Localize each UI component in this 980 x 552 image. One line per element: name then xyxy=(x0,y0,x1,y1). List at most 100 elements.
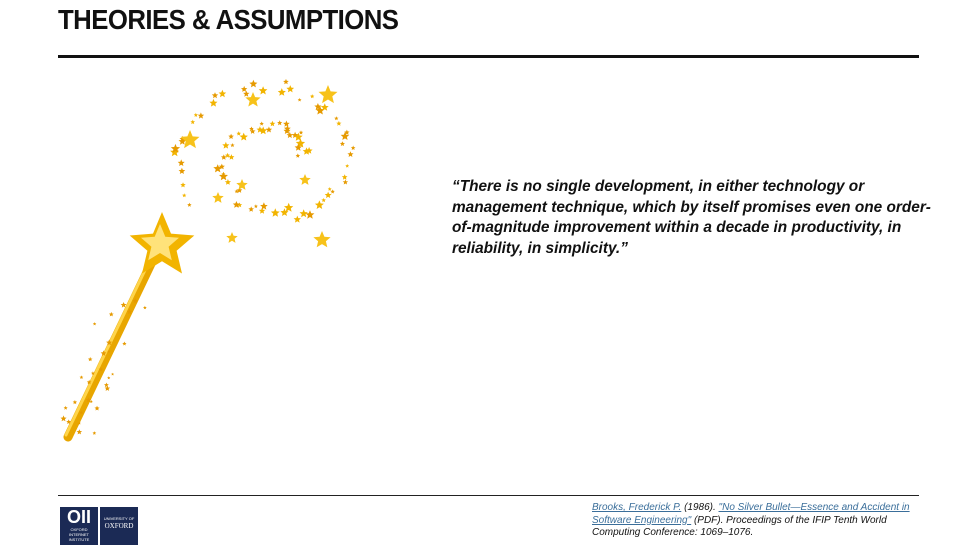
sparkle xyxy=(222,141,230,149)
sparkle xyxy=(330,189,335,194)
quote: “There is no single development, in eith… xyxy=(452,178,931,257)
author-link[interactable]: Brooks, Frederick P. xyxy=(592,502,682,513)
big-sparkle xyxy=(226,232,238,243)
sparkle xyxy=(79,375,84,379)
sparkle xyxy=(209,98,218,107)
sparkle xyxy=(104,382,109,388)
sparkle xyxy=(106,339,113,346)
sparkle xyxy=(72,400,78,405)
title-rule xyxy=(58,55,919,58)
sparkle xyxy=(170,147,180,157)
sparkle xyxy=(87,356,93,362)
big-sparkle xyxy=(236,179,248,190)
sparkle xyxy=(314,200,324,209)
wand-highlight xyxy=(64,241,160,437)
sparkle xyxy=(91,371,95,375)
sparkle xyxy=(79,410,84,415)
sparkle xyxy=(277,120,283,126)
sparkle xyxy=(111,372,115,376)
sparkle xyxy=(327,187,332,191)
sparkle xyxy=(249,79,258,88)
sparkle xyxy=(243,90,250,97)
sparkle xyxy=(295,153,301,158)
sparkle xyxy=(63,405,68,410)
sparkle xyxy=(104,385,111,391)
sparkle xyxy=(270,208,280,217)
sparkle xyxy=(100,350,107,356)
sparkle xyxy=(344,129,350,135)
sparkle xyxy=(236,131,241,136)
sparkle xyxy=(280,208,289,216)
sparkle xyxy=(178,167,186,174)
sparkle xyxy=(258,207,266,214)
sparkle xyxy=(92,322,97,326)
sparkle xyxy=(339,141,345,146)
sparkle xyxy=(269,120,276,127)
sparkle xyxy=(182,193,187,198)
sparkle xyxy=(324,191,332,199)
sparkle xyxy=(179,135,186,142)
sparkle xyxy=(60,415,67,422)
footer-rule xyxy=(58,495,919,496)
sparkle xyxy=(193,112,198,117)
oii-logo: OII OXFORD INTERNET INSTITUTE xyxy=(60,507,98,545)
sparkle xyxy=(236,187,243,193)
sparkle xyxy=(310,94,315,99)
sparkle xyxy=(89,399,93,403)
sparkle xyxy=(336,120,342,126)
sparkle xyxy=(259,121,264,126)
sparkle xyxy=(347,151,354,157)
big-sparkle xyxy=(299,174,311,185)
oii-mark: OII xyxy=(66,507,91,527)
big-sparkle xyxy=(245,92,261,107)
sparkle xyxy=(294,143,302,151)
sparkle xyxy=(213,164,222,173)
sparkle xyxy=(342,179,349,185)
sparkle xyxy=(190,119,196,125)
sparkle xyxy=(211,92,219,99)
sparkle xyxy=(321,197,326,203)
sparkle xyxy=(178,137,187,145)
sparkle xyxy=(77,421,81,425)
oxford-top: UNIVERSITY OF xyxy=(103,516,135,521)
sparkle xyxy=(249,128,256,134)
wand-star-shine xyxy=(141,224,179,261)
sparkle xyxy=(120,302,127,308)
sparkle xyxy=(341,174,348,180)
sparkle xyxy=(259,126,268,135)
sparkle xyxy=(295,138,306,148)
sparkle xyxy=(340,131,350,140)
sparkle xyxy=(143,305,147,310)
sparkle xyxy=(228,154,235,160)
year: (1986). xyxy=(684,502,716,513)
sparkle xyxy=(297,97,302,102)
sparkle xyxy=(107,376,111,380)
slide-title: THEORIES & ASSUMPTIONS xyxy=(58,4,399,35)
big-sparkle xyxy=(318,85,338,104)
sparkle xyxy=(277,88,286,96)
sparkle xyxy=(283,120,290,127)
title-link[interactable]: "No Silver Bullet—Essence and Accident i… xyxy=(592,502,910,526)
sparkle xyxy=(228,133,234,139)
sparkle xyxy=(230,143,235,148)
wand-stick xyxy=(63,240,165,442)
sparkle xyxy=(218,89,227,98)
sparkle xyxy=(197,112,205,119)
sparkle xyxy=(265,126,273,133)
sparkle xyxy=(66,419,72,424)
oii-text: OXFORD INTERNET INSTITUTE xyxy=(68,527,90,542)
sparkle xyxy=(284,202,294,212)
sparkle xyxy=(232,201,240,208)
sparkle xyxy=(350,145,356,150)
sparkle xyxy=(177,159,185,166)
sparkle xyxy=(98,367,104,372)
sparkle xyxy=(86,379,92,385)
sparkle xyxy=(107,349,111,353)
oxford-text: OXFORD xyxy=(104,522,134,530)
sparkle xyxy=(122,341,127,346)
sparkle xyxy=(302,147,311,155)
sparkle xyxy=(249,126,254,131)
magic-wand-illustration xyxy=(60,78,356,442)
sparkle xyxy=(286,131,293,139)
